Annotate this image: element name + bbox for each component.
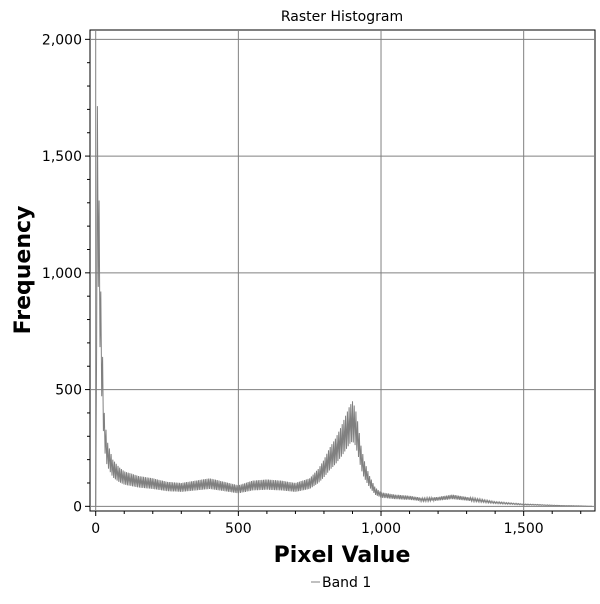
y-tick-label: 1,500	[42, 149, 82, 165]
x-tick-label: 500	[225, 521, 252, 537]
legend: Band 1	[311, 575, 371, 591]
series-line-band-1	[95, 106, 593, 507]
y-tick-label: 1,000	[42, 266, 82, 282]
y-tick-label: 500	[55, 383, 82, 399]
y-tick-label: 2,000	[42, 32, 82, 48]
x-tick-label: 0	[91, 521, 100, 537]
x-tick-label: 1,500	[504, 521, 544, 537]
y-tick-label: 0	[73, 499, 82, 515]
y-axis: 0 500 1,000 1,500 2,000	[42, 32, 90, 515]
y-axis-label: Frequency	[11, 206, 36, 335]
legend-label-band-1: Band 1	[322, 575, 371, 591]
x-tick-label: 1,000	[361, 521, 401, 537]
x-axis: 0 500 1,000 1,500	[91, 511, 582, 537]
series-layer	[95, 106, 593, 507]
x-axis-label: Pixel Value	[274, 543, 411, 568]
chart-title: Raster Histogram	[281, 9, 403, 25]
